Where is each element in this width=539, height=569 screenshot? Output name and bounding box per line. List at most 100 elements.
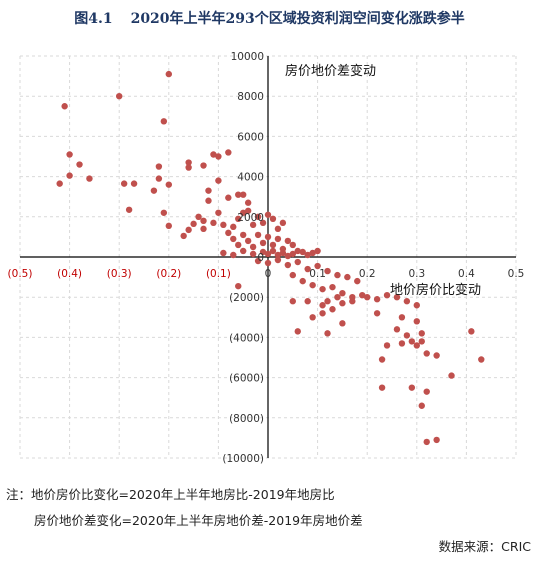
data-point	[334, 271, 341, 279]
data-point	[185, 164, 192, 171]
data-point	[240, 247, 247, 255]
data-point	[289, 250, 296, 258]
data-point	[254, 213, 262, 220]
data-point	[378, 356, 386, 363]
chart-title: 图4.1 2020年上半年293个区域投资利润空间变化涨跌参半	[0, 8, 539, 28]
data-point	[339, 289, 346, 297]
data-point	[304, 298, 311, 305]
x-tick-label: (0.3)	[107, 268, 132, 280]
tick-labels: (0.5) (0.4) (0.3) (0.2) (0.1) 0 0.1 0.2 0.3 0.4 0.…	[8, 51, 525, 465]
x-tick-label: 0.4	[458, 268, 475, 280]
data-point	[423, 438, 430, 446]
data-point	[249, 243, 257, 251]
x-tick-label: (0.5)	[8, 268, 33, 280]
data-point	[274, 235, 282, 243]
data-point	[284, 237, 292, 245]
data-point	[403, 332, 411, 339]
data-point	[235, 215, 242, 223]
y-tick-label: (6000)	[229, 373, 264, 385]
x-tick-label: 0.2	[359, 268, 376, 280]
data-point	[309, 281, 316, 289]
data-point	[220, 249, 227, 257]
data-point	[299, 277, 306, 285]
data-point	[324, 330, 331, 337]
data-point	[155, 175, 163, 182]
data-point	[373, 310, 381, 317]
data-point	[274, 256, 282, 264]
data-point	[215, 153, 222, 160]
data-point	[314, 247, 321, 255]
y-tick-label: 0	[257, 252, 264, 264]
y-tick-label: 8000	[237, 91, 264, 103]
data-point	[230, 251, 237, 259]
data-point	[284, 252, 292, 260]
y-axis-label: 房价地价差变动	[285, 63, 376, 79]
data-point	[299, 248, 306, 256]
data-point	[359, 291, 366, 299]
y-tick-label: 2000	[237, 212, 264, 224]
data-point	[66, 151, 73, 158]
data-point	[274, 251, 282, 259]
x-tick-label: 0.5	[508, 268, 525, 280]
data-point	[160, 118, 168, 125]
data-point	[413, 342, 420, 349]
data-point	[61, 103, 68, 110]
data-point	[324, 298, 331, 305]
note-line-1: 注：地价房价比变化=2020年上半年地房比-2019年地房比	[6, 487, 335, 502]
data-point	[185, 226, 192, 234]
data-point	[205, 187, 212, 194]
data-point	[264, 211, 272, 218]
data-source: 数据来源：CRIC	[438, 539, 531, 554]
data-point	[130, 180, 138, 187]
data-point	[314, 262, 321, 270]
data-point	[56, 180, 63, 187]
data-point	[408, 384, 416, 391]
data-point	[418, 330, 425, 337]
x-tick-label: (0.4)	[57, 268, 82, 280]
figure-label: 图4.1	[74, 11, 113, 27]
x-tick-label: (0.2)	[156, 268, 181, 280]
data-point	[289, 271, 296, 279]
data-point	[269, 241, 277, 249]
data-point	[249, 250, 257, 258]
data-point	[423, 388, 430, 395]
y-tick-label: (10000)	[222, 453, 264, 465]
data-point	[289, 241, 296, 249]
data-point	[155, 163, 163, 170]
data-point	[269, 247, 277, 255]
data-point	[66, 172, 73, 179]
data-point	[393, 294, 401, 301]
y-tick-label: 4000	[237, 172, 264, 184]
data-point	[334, 294, 341, 301]
y-tick-label: (8000)	[229, 413, 264, 425]
data-point	[294, 328, 301, 335]
data-point	[413, 318, 420, 325]
data-point	[165, 222, 172, 230]
data-point	[373, 296, 381, 303]
data-point	[220, 221, 227, 229]
data-point	[398, 314, 406, 321]
data-point	[210, 151, 217, 158]
data-point	[304, 251, 311, 259]
data-point	[76, 161, 83, 168]
data-point	[289, 298, 296, 305]
data-point	[279, 249, 287, 257]
data-point	[408, 338, 416, 345]
data-point	[269, 215, 277, 223]
x-axis-label: 地价房价比变动	[390, 282, 481, 298]
data-point	[165, 181, 172, 188]
data-point	[418, 338, 425, 345]
data-point	[354, 277, 361, 285]
data-point	[344, 273, 351, 281]
data-point	[274, 225, 282, 233]
data-point	[225, 229, 232, 237]
data-point	[116, 93, 123, 100]
data-point	[349, 298, 356, 305]
data-point	[329, 283, 336, 291]
data-point	[259, 248, 267, 256]
data-point	[448, 372, 455, 379]
data-point	[364, 294, 371, 301]
data-point	[264, 259, 272, 267]
data-point	[215, 209, 222, 216]
data-point	[259, 239, 267, 247]
